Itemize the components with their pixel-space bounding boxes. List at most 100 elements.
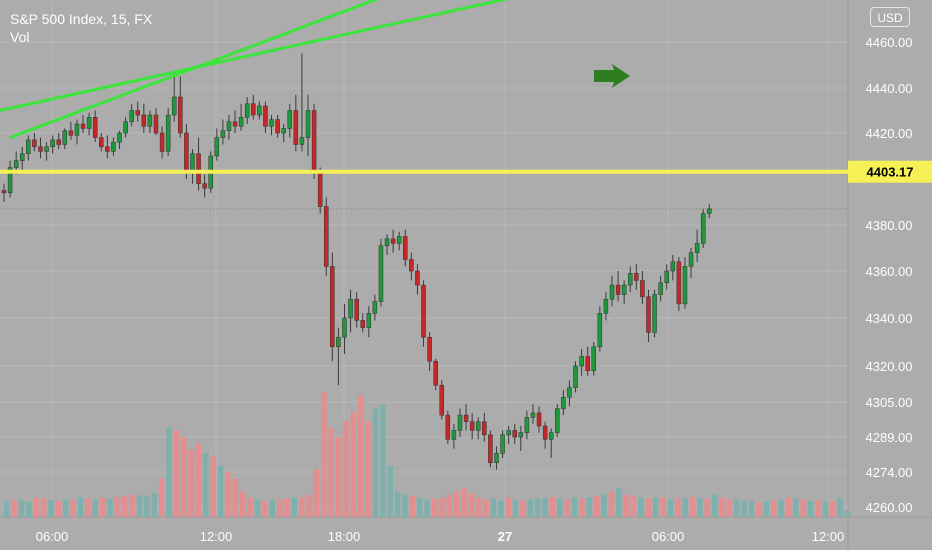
candle-body <box>427 336 432 362</box>
candle-body <box>530 412 536 418</box>
candle-body <box>372 301 378 314</box>
volume-bar <box>711 494 718 517</box>
candle-body <box>536 412 542 427</box>
y-tick-label: 4320.00 <box>866 359 913 374</box>
volume-bar <box>70 499 76 517</box>
candle-body <box>105 146 110 152</box>
price-axis[interactable]: 4460.00 4440.00 4420.00 4380.00 4360.00 4340.… <box>866 35 913 515</box>
y-tick-label: 4360.00 <box>866 264 913 279</box>
y-tick-label: 4420.00 <box>866 126 913 141</box>
candle-body <box>13 160 19 168</box>
candle-body <box>384 238 390 246</box>
y-tick-label: 4305.00 <box>866 395 913 410</box>
candle-body <box>506 430 511 436</box>
volume-bar <box>704 498 711 517</box>
candle-body <box>7 167 13 194</box>
candle-body <box>518 432 524 438</box>
candle-body <box>153 114 159 134</box>
candle-body <box>682 266 688 305</box>
volume-bar <box>630 496 637 517</box>
volume-bar <box>4 501 10 517</box>
candle-body <box>171 96 177 116</box>
candle-body <box>555 408 560 433</box>
candle-body <box>323 206 329 267</box>
volume-bar <box>306 494 312 517</box>
volume-bar <box>490 498 497 517</box>
volume-bar <box>726 499 733 517</box>
candle-body <box>694 243 700 253</box>
volume-bar <box>748 501 755 517</box>
candle-body <box>512 430 517 438</box>
volume-bar <box>638 497 644 517</box>
candle-body <box>615 284 621 295</box>
volume-bar <box>800 499 806 517</box>
trendline <box>9 0 379 140</box>
symbol-title: S&P 500 Index, 15, FX <box>10 11 153 27</box>
price-level[interactable]: 4403.17 <box>0 160 932 183</box>
currency-button[interactable]: USD <box>870 7 910 27</box>
candle-body <box>658 282 663 295</box>
volume-bar <box>269 500 275 517</box>
chart-legend: S&P 500 Index, 15, FX Vol <box>10 10 152 46</box>
volume-bar <box>188 449 194 517</box>
candle-body <box>147 114 153 127</box>
y-tick-label: 4274.00 <box>866 465 913 480</box>
volume-bar <box>291 497 298 517</box>
y-tick-label: 4289.00 <box>866 430 913 445</box>
candle-body <box>74 123 80 136</box>
candle-body <box>524 417 530 433</box>
volume-bar <box>173 430 180 517</box>
volume-bar <box>343 421 349 517</box>
volume-bar <box>114 496 121 517</box>
candle-body <box>1 190 7 194</box>
candle-body <box>44 146 49 152</box>
candle-body <box>38 146 43 152</box>
volume-bar <box>180 437 187 517</box>
candle-body <box>257 105 262 116</box>
volume-bar <box>33 497 40 517</box>
volume-bar <box>593 496 600 517</box>
candle-body <box>585 356 590 372</box>
candle-body <box>293 110 299 145</box>
level-label: 4403.17 <box>867 165 914 180</box>
volume-bar <box>793 498 799 517</box>
volume-bar <box>807 501 814 517</box>
volume-bar <box>520 500 526 517</box>
candle-body <box>378 245 384 302</box>
y-tick-label: 4380.00 <box>866 218 913 233</box>
volume-bar <box>645 498 652 517</box>
candle-body <box>19 153 25 161</box>
candle-body <box>627 273 633 286</box>
candle-body <box>232 121 238 127</box>
volume-bar <box>144 495 150 517</box>
volume-bar <box>424 499 430 517</box>
candle-body <box>548 432 554 440</box>
volume-bar <box>498 501 504 517</box>
volume-bar <box>675 498 681 517</box>
volume-bar <box>55 501 62 517</box>
candle-body <box>117 132 122 143</box>
candle-body <box>56 139 61 145</box>
candle-body <box>652 294 657 333</box>
volume-bar <box>667 499 674 517</box>
candle-body <box>68 130 74 136</box>
candle-body <box>542 425 548 440</box>
candle-body <box>305 110 311 138</box>
time-axis[interactable]: 06:00 12:00 18:00 27 06:00 12:00 <box>36 529 845 544</box>
trendlines[interactable] <box>0 0 520 140</box>
volume-bar <box>416 497 423 517</box>
volume-bar <box>387 465 393 517</box>
x-tick-label: 18:00 <box>328 529 361 544</box>
candle-body <box>159 132 165 152</box>
candle-body <box>707 208 712 214</box>
right-arrow-icon[interactable] <box>594 64 630 88</box>
volume-bar <box>276 499 283 517</box>
y-tick-label: 4340.00 <box>866 311 913 326</box>
candle-body <box>123 121 128 134</box>
candle-body <box>86 117 92 129</box>
candle-body <box>275 119 280 134</box>
candle-body <box>640 280 645 298</box>
volume-bar <box>99 497 106 517</box>
